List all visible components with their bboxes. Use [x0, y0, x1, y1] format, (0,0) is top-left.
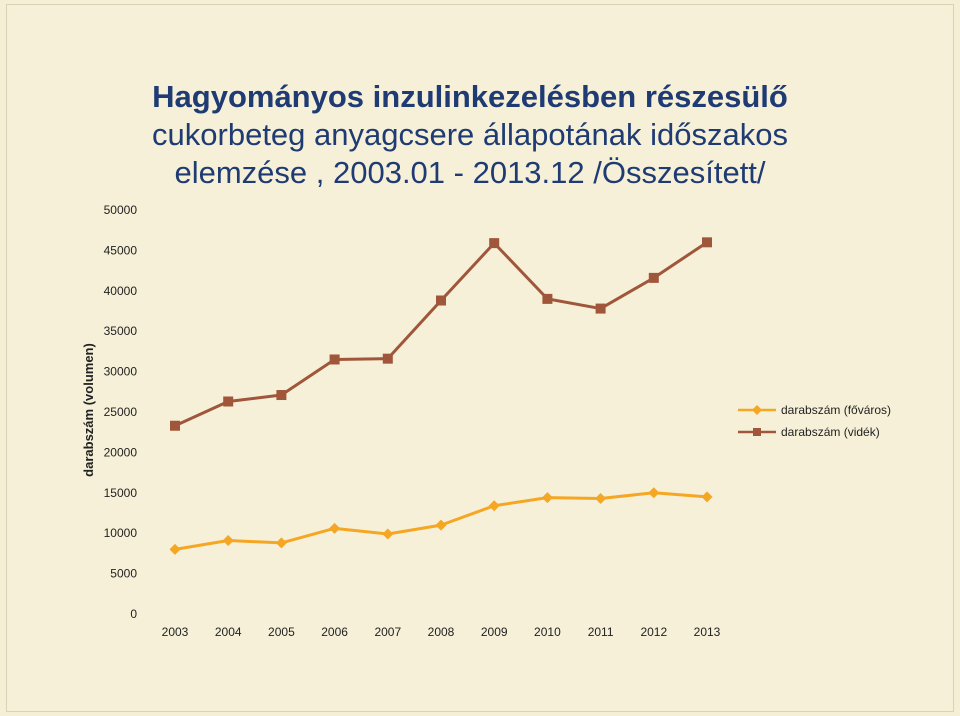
x-tick-label: 2011 — [588, 625, 614, 639]
y-tick-label: 20000 — [104, 445, 138, 459]
data-point-square — [223, 396, 234, 407]
data-point-square — [489, 238, 500, 249]
data-point-diamond — [169, 543, 181, 555]
data-point-diamond — [382, 528, 394, 540]
y-tick-label: 0 — [130, 607, 137, 621]
data-point-diamond — [701, 491, 713, 503]
y-tick-label: 30000 — [104, 365, 138, 379]
series-line — [174, 241, 708, 428]
y-tick-label: 25000 — [104, 405, 138, 419]
y-tick-label: 50000 — [104, 203, 138, 217]
data-point-diamond — [275, 537, 287, 549]
x-tick-label: 2007 — [374, 625, 401, 639]
legend: darabszám (főváros) darabszám (vidék) — [738, 403, 891, 439]
data-point-diamond — [329, 522, 341, 534]
legend-label: darabszám (főváros) — [781, 403, 891, 417]
x-tick-label: 2013 — [694, 625, 721, 639]
y-tick-label: 15000 — [104, 486, 138, 500]
data-point-square — [542, 293, 553, 304]
data-point-square — [170, 420, 180, 431]
x-tick-label: 2004 — [215, 625, 242, 639]
x-tick-label: 2006 — [321, 625, 348, 639]
data-point-diamond — [595, 492, 607, 504]
series-lines — [169, 237, 713, 555]
chart-title-line-2: cukorbeteg anyagcsere állapotának idősza… — [152, 117, 788, 152]
data-point-diamond — [435, 519, 447, 531]
y-tick-label: 40000 — [104, 284, 138, 298]
data-point-diamond — [541, 492, 553, 504]
legend-marker — [752, 405, 762, 415]
chart-title: Hagyományos inzulinkezelésben részesülő … — [150, 78, 790, 192]
legend-label: darabszám (vidék) — [781, 425, 880, 439]
data-point-diamond — [222, 534, 234, 546]
x-tick-label: 2003 — [162, 625, 189, 639]
x-axis-ticks: 2003 2004 2005 2006 2007 2008 2009 2010 2011 2012… — [162, 625, 721, 639]
data-point-square — [595, 303, 606, 314]
data-point-square — [329, 354, 340, 365]
data-point-square — [702, 237, 712, 248]
x-tick-label: 2005 — [268, 625, 295, 639]
x-tick-label: 2010 — [534, 625, 561, 639]
data-point-square — [276, 390, 287, 401]
y-tick-label: 10000 — [104, 526, 138, 540]
y-tick-label: 5000 — [110, 567, 137, 581]
data-point-square — [382, 353, 393, 364]
data-point-diamond — [488, 500, 500, 512]
chart-title-line-1: Hagyományos inzulinkezelésben részesülő — [152, 79, 788, 114]
data-point-square — [648, 272, 659, 283]
data-point-diamond — [648, 487, 660, 499]
x-tick-label: 2012 — [640, 625, 667, 639]
y-tick-label: 35000 — [104, 324, 138, 338]
x-tick-label: 2008 — [428, 625, 455, 639]
legend-marker — [753, 428, 761, 436]
y-axis-ticks: 0 5000 10000 15000 20000 25000 30000 35000 40000… — [104, 203, 138, 621]
data-point-square — [436, 295, 446, 306]
x-tick-label: 2009 — [481, 625, 508, 639]
chart-frame — [6, 4, 954, 712]
chart-title-line-3: elemzése , 2003.01 - 2013.12 /Összesítet… — [174, 155, 766, 190]
y-tick-label: 45000 — [104, 243, 138, 257]
